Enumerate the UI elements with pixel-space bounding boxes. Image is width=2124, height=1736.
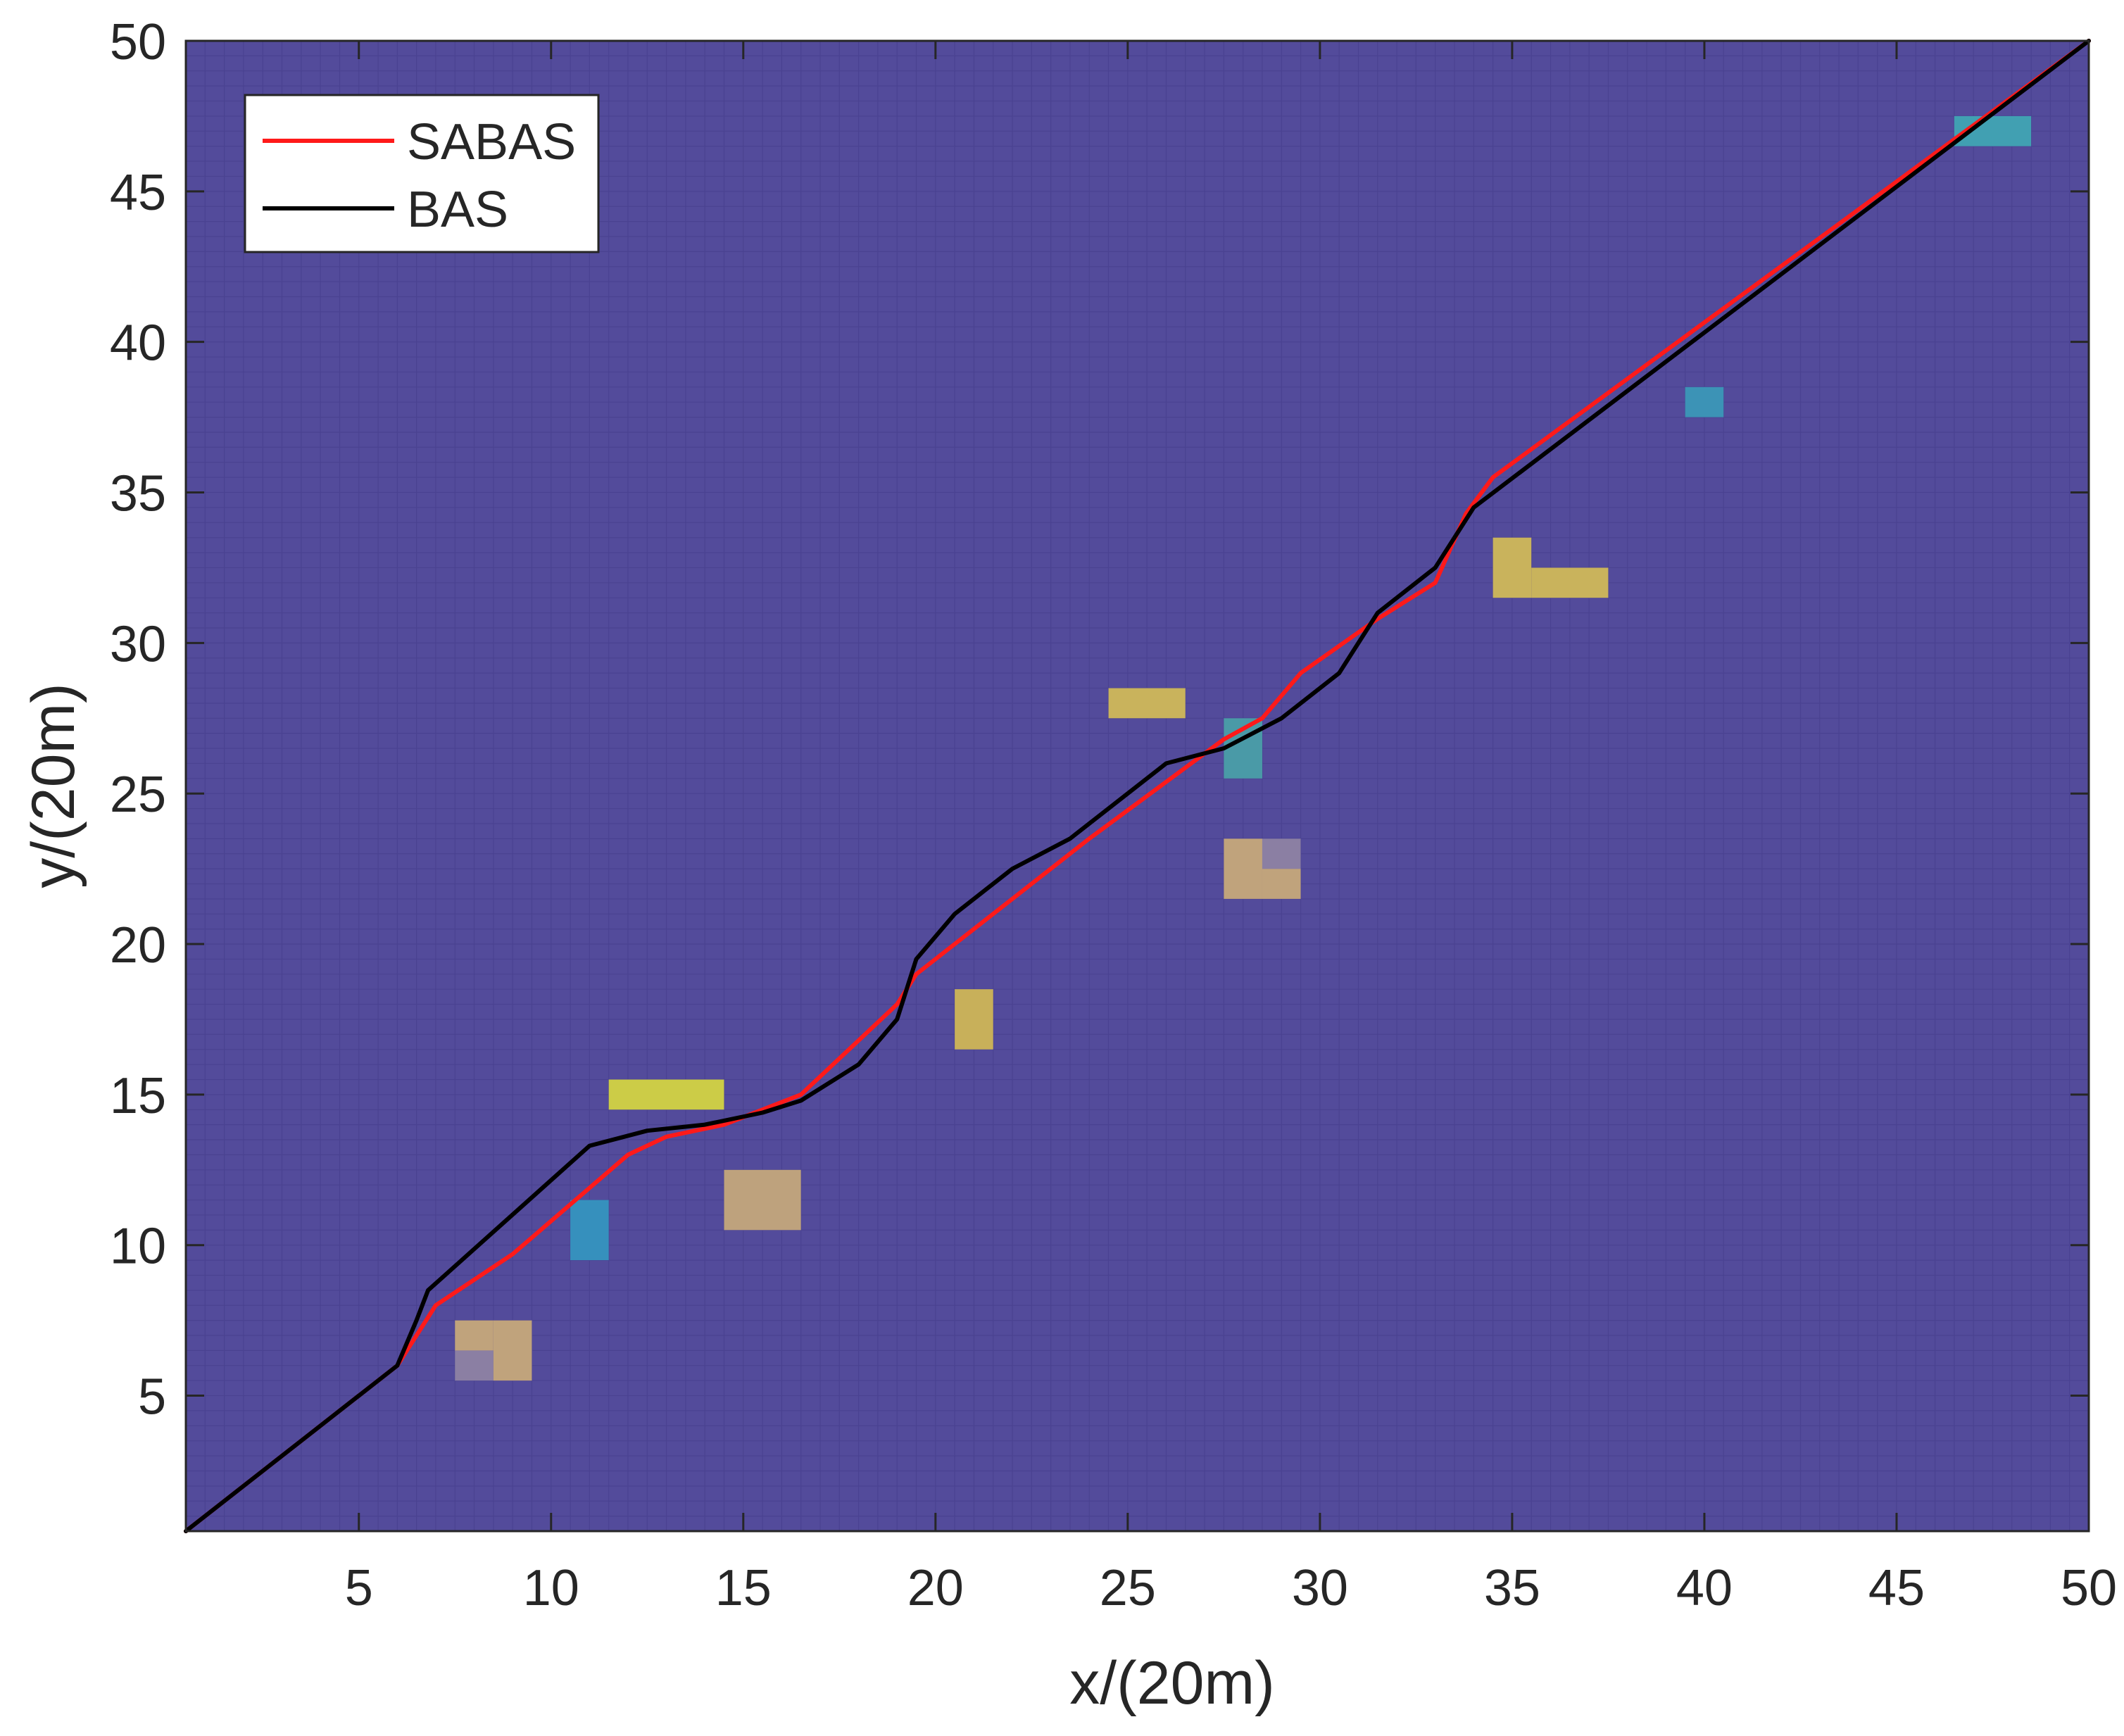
y-tick-label: 45 xyxy=(110,165,166,221)
y-tick-label: 20 xyxy=(110,917,166,974)
legend-label-bas: BAS xyxy=(407,182,508,238)
legend-label-sabas: SABAS xyxy=(407,114,576,170)
y-tick-label: 35 xyxy=(110,466,166,522)
obstacle-cell-1 xyxy=(455,1320,494,1351)
y-tick-label: 15 xyxy=(110,1068,166,1124)
plot-frame xyxy=(184,39,2090,1533)
obstacle-layer xyxy=(455,115,2032,1381)
obstacle-cell-6 xyxy=(955,989,993,1050)
x-tick-label: 45 xyxy=(1868,1560,1925,1616)
tick-layer: 5 10 15 20 25 30 35 40 45 50 5 10 15 20 25 30 35 40 45 50 xyxy=(110,14,2117,1616)
x-tick-label: 20 xyxy=(907,1560,964,1616)
obstacle-cell-14 xyxy=(1685,386,1724,417)
y-tick-label: 40 xyxy=(110,315,166,372)
legend: SABAS BAS xyxy=(244,94,600,253)
x-tick-label: 10 xyxy=(523,1560,579,1616)
y-tick-label: 50 xyxy=(110,14,166,70)
x-tick-label: 40 xyxy=(1676,1560,1733,1616)
x-tick-label: 35 xyxy=(1484,1560,1540,1616)
obstacle-cell-7 xyxy=(1108,688,1186,719)
x-axis-label: x/(20m) xyxy=(1069,1649,1274,1717)
x-tick-label: 5 xyxy=(345,1560,373,1616)
legend-box xyxy=(244,94,600,253)
obstacle-cell-3 xyxy=(570,1200,609,1261)
obstacle-cell-10 xyxy=(1262,869,1301,899)
y-tick-label: 30 xyxy=(110,616,166,672)
obstacle-cell-9 xyxy=(1224,838,1262,899)
x-tick-label: 25 xyxy=(1100,1560,1156,1616)
obstacle-cell-0 xyxy=(455,1350,494,1381)
y-tick-label: 10 xyxy=(110,1219,166,1275)
y-tick-label: 25 xyxy=(110,767,166,823)
x-tick-label: 50 xyxy=(2061,1560,2117,1616)
series-line-bas xyxy=(184,39,2091,1533)
y-tick-label: 5 xyxy=(138,1369,166,1426)
y-axis-label: y/(20m) xyxy=(20,683,87,888)
obstacle-cell-13 xyxy=(1531,567,1609,598)
obstacle-cell-4 xyxy=(608,1079,724,1110)
series-line-sabas xyxy=(184,39,2091,1533)
obstacle-cell-11 xyxy=(1262,838,1301,869)
series-layer xyxy=(184,39,2091,1533)
obstacle-cell-5 xyxy=(724,1169,801,1231)
obstacle-cell-2 xyxy=(493,1320,532,1381)
x-tick-label: 15 xyxy=(715,1560,772,1616)
obstacle-cell-12 xyxy=(1493,537,1532,598)
x-tick-label: 30 xyxy=(1292,1560,1348,1616)
